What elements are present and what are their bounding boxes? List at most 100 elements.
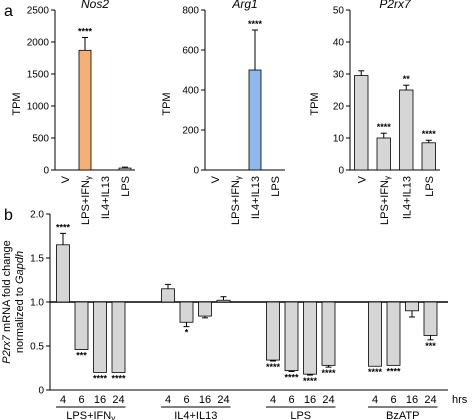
y-tick-label: 0: [193, 166, 199, 177]
time-label: 16: [199, 394, 211, 406]
group-label: IL4+IL13: [174, 410, 217, 420]
time-label: 6: [78, 394, 84, 406]
significance-label: ***: [76, 351, 87, 361]
y-tick-label: 0: [338, 166, 344, 177]
category-label: IL4+IL13: [250, 176, 262, 219]
significance-label: ****: [248, 19, 263, 29]
time-label: 4: [60, 394, 66, 406]
y-tick-label: 500: [32, 134, 49, 145]
y-tick-label: 200: [182, 126, 199, 137]
category-label: LPS: [120, 176, 132, 197]
chart-title: P2rx7: [379, 0, 412, 11]
category-label: IL4+IL13: [100, 176, 112, 219]
y-axis-label: TPM: [309, 92, 321, 115]
category-label: LPS+IFNγ: [80, 176, 93, 225]
time-label: 6: [288, 394, 294, 406]
time-label: 16: [94, 394, 106, 406]
y-tick-label: 1.0: [30, 298, 44, 309]
bar: [405, 301, 419, 312]
bar: [321, 301, 336, 366]
category-label: IL4+IL13: [401, 176, 413, 219]
y-axis-label: TPM: [11, 92, 23, 115]
panel-a-letter: a: [4, 3, 13, 20]
y-tick-label: 0: [43, 166, 49, 177]
group-label: LPS: [290, 410, 311, 420]
y-tick-label: 0: [38, 386, 44, 397]
y-tick-label: 600: [182, 46, 199, 57]
significance-label: ****: [321, 368, 336, 378]
bar: [179, 301, 194, 323]
bar: [111, 301, 126, 373]
panel-a-nos2-chart: Nos2 0 500 1000 1500 2000 2500 TPM V **** LPS+IFNγ…: [11, 0, 135, 225]
significance-label: ****: [56, 222, 71, 232]
bar: [376, 137, 391, 171]
significance-label: *: [185, 328, 189, 338]
category-label: V: [60, 175, 72, 183]
time-label: 4: [165, 394, 171, 406]
bar: [421, 142, 436, 171]
y-tick-label: 1.5: [30, 254, 44, 265]
y-tick-label: 20: [333, 102, 345, 113]
time-label: 24: [424, 394, 436, 406]
bar: [303, 301, 317, 375]
y-tick-label: 30: [333, 70, 345, 81]
bar: [386, 301, 401, 366]
significance-label: ****: [368, 367, 383, 377]
y-tick-label: 0.5: [30, 342, 44, 353]
y-tick-label: 2000: [27, 38, 50, 49]
category-label: LPS+IFNγ: [230, 176, 243, 225]
bar: [56, 244, 70, 303]
bar: [423, 301, 438, 336]
significance-label: ****: [386, 366, 401, 376]
panel-b-letter: b: [4, 207, 13, 224]
significance-label: ***: [425, 341, 436, 351]
bar: [284, 301, 299, 372]
group-label: BzATP: [386, 410, 419, 420]
significance-label: ****: [284, 373, 299, 383]
bar: [78, 49, 92, 171]
y-tick-label: 50: [333, 6, 345, 17]
significance-label: ****: [111, 373, 126, 383]
bar: [354, 75, 369, 171]
bar: [266, 301, 280, 361]
time-label: 4: [270, 394, 276, 406]
category-label: LPS+IFNγ: [379, 176, 392, 225]
bar: [74, 301, 89, 350]
bar: [93, 301, 107, 373]
bar: [399, 89, 414, 171]
panel-a-p2rx7-chart: P2rx7 0 10 20 30 40 50 TPM V **** LPS+IFNγ ** IL4+IL…: [309, 0, 440, 225]
time-label: 16: [304, 394, 316, 406]
y-tick-label: 400: [182, 86, 199, 97]
time-label: 24: [112, 394, 124, 406]
y-tick-label: 1000: [27, 102, 50, 113]
time-label: 6: [183, 394, 189, 406]
panel-b-timecourse-chart: 0 0.5 1.0 1.5 2.0 P2rx7 mRNA fold change norma…: [1, 210, 468, 420]
significance-label: ****: [422, 129, 437, 139]
y-tick-label: 10: [333, 134, 345, 145]
chart-title: Arg1: [231, 0, 257, 11]
time-label: 24: [322, 394, 334, 406]
y-tick-label: 800: [182, 6, 199, 17]
time-label: 6: [390, 394, 396, 406]
panel-a-arg1-chart: Arg1 0 200 400 600 800 TPM V LPS+IFNγ **** IL4+IL1…: [161, 0, 285, 225]
y-tick-label: 40: [333, 38, 345, 49]
bar: [118, 167, 132, 171]
bar: [248, 69, 262, 171]
group-label: LPS+IFNγ: [66, 410, 115, 420]
y-axis-label-line2: normalized to Gapdh: [14, 251, 26, 353]
category-label: V: [356, 175, 368, 183]
category-label: LPS: [270, 176, 282, 197]
y-axis-label: TPM: [161, 92, 173, 115]
y-tick-label: 1500: [27, 70, 50, 81]
chart-title: Nos2: [81, 0, 109, 11]
y-axis-label-line1: P2rx7 mRNA fold change: [1, 240, 13, 364]
significance-label: ****: [266, 362, 281, 372]
significance-label: **: [403, 74, 411, 84]
y-tick-label: 2500: [27, 6, 50, 17]
time-label: 4: [372, 394, 378, 406]
y-tick-label: 2.0: [30, 210, 44, 221]
bar: [198, 301, 212, 317]
significance-label: ****: [377, 122, 392, 132]
significance-label: ****: [303, 376, 318, 386]
